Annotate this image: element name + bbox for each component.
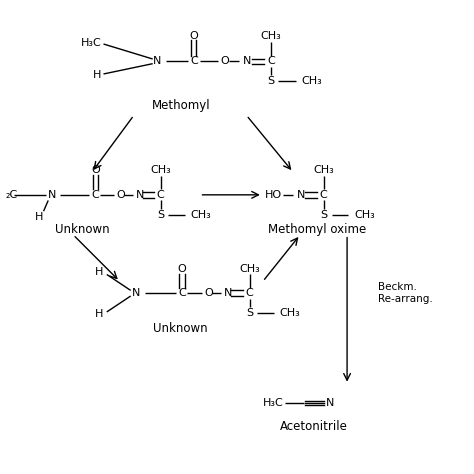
Text: N: N xyxy=(326,398,334,408)
Text: CH₃: CH₃ xyxy=(190,210,211,219)
Text: Unknown: Unknown xyxy=(55,223,109,237)
Text: O: O xyxy=(178,264,187,274)
Text: N: N xyxy=(132,288,140,298)
Text: N: N xyxy=(136,190,144,200)
Text: H: H xyxy=(93,70,101,81)
Text: N: N xyxy=(48,190,56,200)
Text: S: S xyxy=(246,308,254,318)
Text: C: C xyxy=(319,190,327,200)
Text: N: N xyxy=(243,56,251,66)
Text: Methomyl: Methomyl xyxy=(152,100,210,112)
Text: H: H xyxy=(95,267,103,277)
Text: Acetonitrile: Acetonitrile xyxy=(280,420,348,433)
Text: N: N xyxy=(153,56,162,66)
Text: Unknown: Unknown xyxy=(154,322,208,335)
Text: O: O xyxy=(117,190,125,200)
Text: O: O xyxy=(189,30,198,41)
Text: C: C xyxy=(246,288,253,298)
Text: H: H xyxy=(95,310,103,319)
Text: C: C xyxy=(267,56,275,66)
Text: O: O xyxy=(204,288,213,298)
Text: CH₃: CH₃ xyxy=(261,30,282,41)
Text: CH₃: CH₃ xyxy=(151,165,172,175)
Text: S: S xyxy=(268,76,275,86)
Text: O: O xyxy=(91,165,100,175)
Text: H₃C: H₃C xyxy=(81,37,101,47)
Text: CH₃: CH₃ xyxy=(314,165,335,175)
Text: O: O xyxy=(220,56,229,66)
Text: Beckm.
Re-arrang.: Beckm. Re-arrang. xyxy=(377,283,432,304)
Text: S: S xyxy=(320,210,328,219)
Text: Methomyl oxime: Methomyl oxime xyxy=(267,223,366,237)
Text: CH₃: CH₃ xyxy=(301,76,322,86)
Text: H: H xyxy=(35,212,44,222)
Text: HO: HO xyxy=(265,190,282,200)
Text: H₃C: H₃C xyxy=(263,398,284,408)
Text: C: C xyxy=(178,288,186,298)
Text: CH₃: CH₃ xyxy=(240,264,261,274)
Text: N: N xyxy=(297,190,305,200)
Text: C: C xyxy=(156,190,164,200)
Text: CH₃: CH₃ xyxy=(354,210,375,219)
Text: C: C xyxy=(190,56,198,66)
Text: C: C xyxy=(92,190,100,200)
Text: CH₃: CH₃ xyxy=(279,308,300,318)
Text: ₂C: ₂C xyxy=(5,190,18,200)
Text: N: N xyxy=(224,288,232,298)
Text: S: S xyxy=(157,210,164,219)
